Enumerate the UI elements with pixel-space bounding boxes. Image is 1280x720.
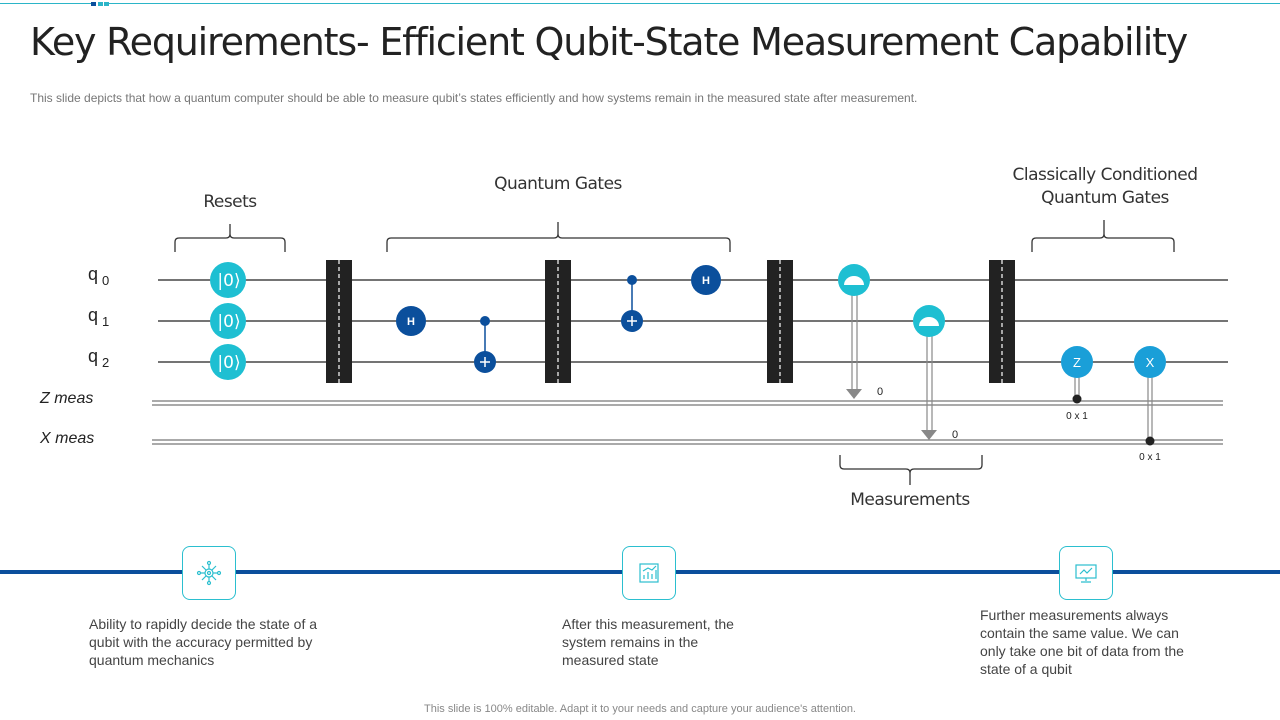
condition-label-z: 0 x 1: [1066, 411, 1088, 422]
page-title: Key Requirements- Efficient Qubit-State …: [30, 20, 1188, 64]
point-text-1: Ability to rapidly decide the state of a…: [89, 616, 318, 668]
footer-note: This slide is 100% editable. Adapt it to…: [424, 703, 856, 715]
reset-gate-label: |0⟩: [217, 353, 240, 373]
measure-arrow-1: [846, 389, 862, 399]
brace-resets: [174, 224, 286, 252]
condition-dot-x: [1145, 436, 1155, 446]
label-resets: Resets: [203, 192, 257, 212]
z-gate: [1061, 346, 1093, 378]
barrier-1: [326, 260, 352, 383]
h-gate-q0-label: H: [702, 275, 710, 287]
monitor-icon: [1075, 564, 1097, 583]
h-gate-q0: [691, 265, 721, 295]
cnot-2-control: [627, 275, 637, 285]
barrier-3: [767, 260, 793, 383]
z-gate-label: Z: [1073, 355, 1081, 370]
point-text-2: After this measurement, the system remai…: [562, 616, 734, 668]
brace-conditioned: [1031, 220, 1175, 252]
meas-value-1: 0: [877, 386, 883, 398]
network-icon: [196, 560, 222, 586]
top-rule: [0, 3, 1280, 4]
top-accent: [91, 2, 109, 6]
label-classically-conditioned: Classically Conditioned Quantum Gates: [1012, 165, 1199, 208]
cnot-1-control: [480, 316, 490, 326]
chart-board-icon: [639, 563, 659, 583]
condition-dot-z: [1072, 394, 1082, 404]
meter-icon: [844, 276, 864, 285]
point-icon-box-2: [622, 546, 676, 600]
h-gate-q1-label: H: [407, 316, 415, 328]
reset-gate-q0: [210, 262, 246, 298]
classical-label-x: X meas: [40, 430, 95, 447]
plus-icon: [480, 357, 490, 367]
page-subtitle: This slide depicts that how a quantum co…: [30, 91, 918, 105]
plus-icon: [627, 316, 637, 326]
barrier-2: [545, 260, 571, 383]
barrier-4: [989, 260, 1015, 383]
x-gate: [1134, 346, 1166, 378]
label-measurements: Measurements: [850, 490, 970, 510]
measure-arrow-2: [921, 430, 937, 440]
x-gate-label: X: [1146, 355, 1155, 370]
brace-gates: [386, 222, 731, 252]
meter-icon: [919, 317, 939, 326]
reset-gate-label: |0⟩: [217, 312, 240, 332]
reset-gate-q2: [210, 344, 246, 380]
classical-label-z: Z meas: [40, 390, 94, 407]
reset-gate-label: |0⟩: [217, 271, 240, 291]
point-text-3: Further measurements always contain the …: [980, 607, 1184, 677]
label-quantum-gates: Quantum Gates: [494, 174, 622, 194]
condition-label-x: 0 x 1: [1139, 452, 1161, 463]
brace-measurements: [839, 455, 983, 485]
reset-gate-q1: [210, 303, 246, 339]
point-icon-box-3: [1059, 546, 1113, 600]
point-icon-box-1: [182, 546, 236, 600]
classical-wires: [152, 400, 1223, 445]
braces: [174, 220, 1175, 485]
h-gate-q1: [396, 306, 426, 336]
meas-value-2: 0: [952, 429, 958, 441]
